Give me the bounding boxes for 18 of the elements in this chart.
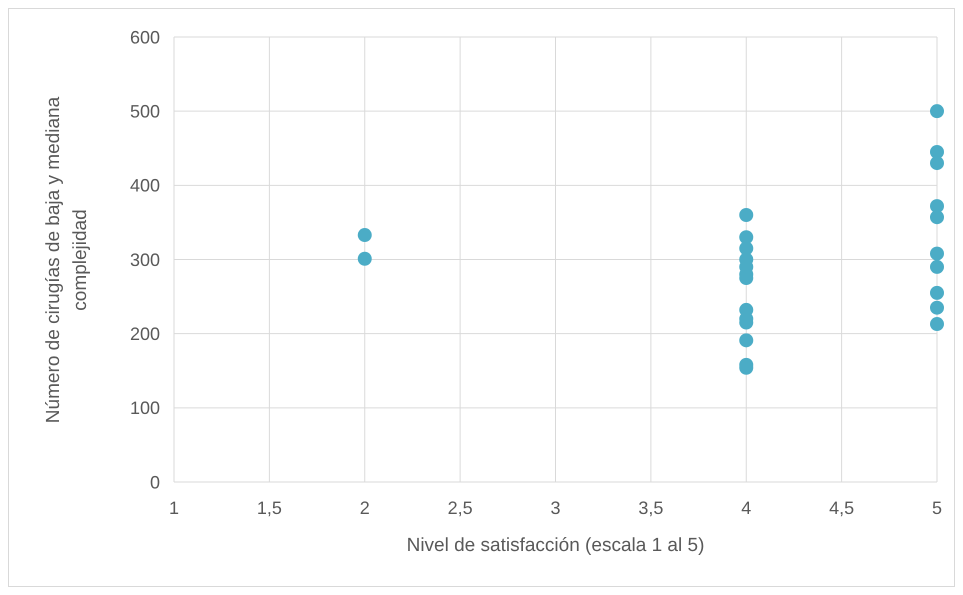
y-tick-label: 300	[130, 250, 160, 270]
x-axis-title: Nivel de satisfacción (escala 1 al 5)	[406, 535, 704, 556]
x-tick-label: 5	[932, 498, 942, 518]
y-tick-label: 500	[130, 101, 160, 122]
x-tick-label: 4,5	[829, 498, 854, 518]
y-tick-label: 600	[130, 27, 160, 48]
x-tick-label: 1	[168, 498, 180, 518]
x-tick-label: 2,5	[448, 498, 473, 518]
x-tick-label: 3,5	[638, 498, 664, 518]
x-tick-label: 4	[741, 498, 752, 518]
y-axis-title: Número de cirugías de baja y mediana complejidad	[42, 95, 92, 425]
y-tick-label: 100	[130, 398, 160, 418]
x-tick-label: 2	[360, 498, 370, 518]
y-tick-label: 200	[130, 324, 160, 344]
x-tick-label: 1,5	[256, 498, 282, 518]
y-tick-label: 400	[130, 176, 160, 196]
y-tick-label: 0	[150, 472, 160, 492]
x-tick-label: 3	[550, 498, 561, 518]
